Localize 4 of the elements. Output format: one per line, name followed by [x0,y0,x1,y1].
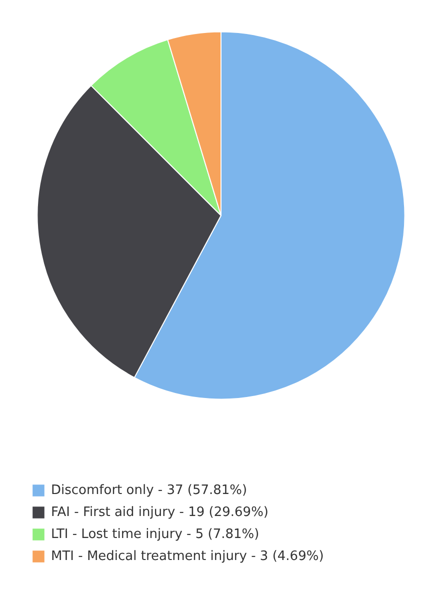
legend-label: MTI - Medical treatment injury - 3 (4.69%) [51,548,324,564]
legend-label: Discomfort only - 37 (57.81%) [51,482,248,498]
legend-label: FAI - First aid injury - 19 (29.69%) [51,504,269,520]
legend-label: LTI - Lost time injury - 5 (7.81%) [51,526,260,542]
